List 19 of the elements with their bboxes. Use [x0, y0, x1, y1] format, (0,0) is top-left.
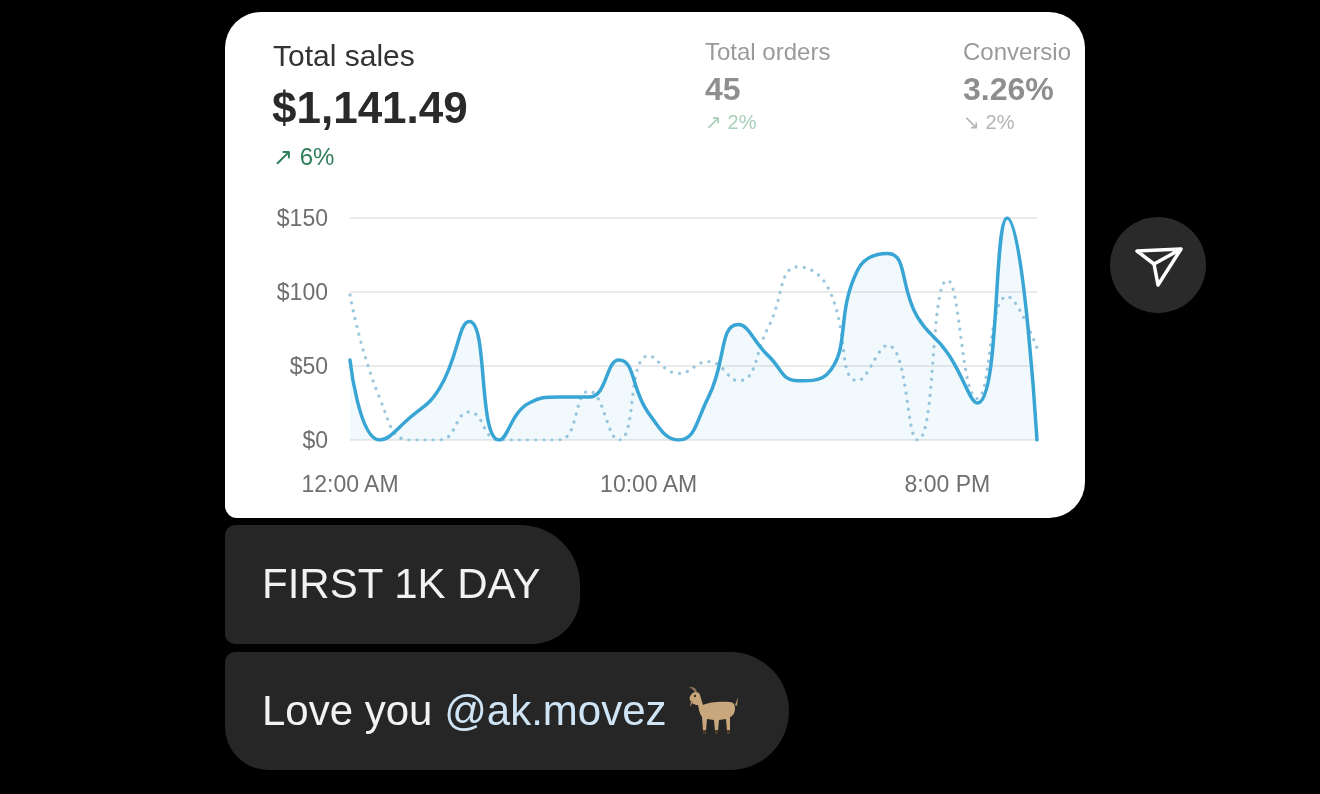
x-tick-label: 10:00 AM	[600, 470, 698, 497]
y-tick-label: $50	[289, 353, 328, 379]
x-tick-label: 12:00 AM	[301, 470, 399, 497]
y-tick-label: $150	[276, 205, 328, 231]
message-bubble: Love you @ak.movez	[225, 652, 789, 770]
text: ↗ 2%	[705, 110, 757, 134]
text: Total orders	[705, 37, 831, 67]
y-tick-label: $0	[302, 427, 328, 453]
line-series	[348, 265, 1039, 442]
text: 3.26%	[963, 69, 1054, 109]
message-bubble: FIRST 1K DAY	[225, 525, 580, 644]
text: 45	[705, 69, 741, 109]
text: Conversio	[963, 37, 1072, 67]
chart-title: Total sales	[273, 38, 415, 74]
y-tick-label: $100	[276, 279, 328, 305]
text: ↘ 2%	[963, 110, 1015, 134]
chart-subtitle: $1,141.49	[272, 81, 468, 134]
text: ↗ 6%	[273, 142, 335, 172]
x-tick-label: 8:00 PM	[904, 470, 991, 497]
